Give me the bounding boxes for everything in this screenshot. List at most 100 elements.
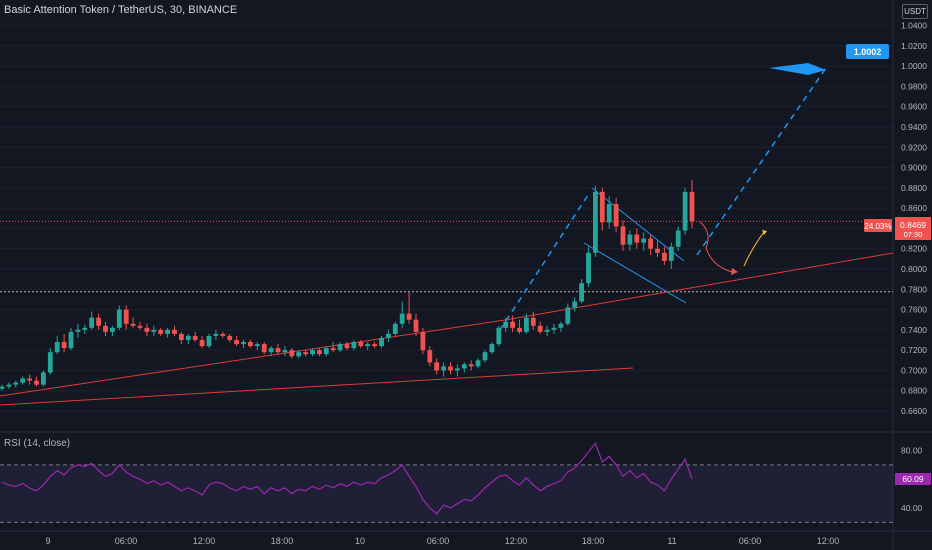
candle-body [130,323,136,326]
target-price-label: 1.0002 [854,47,882,57]
price-tick-label: 0.9600 [901,102,927,112]
price-tick-label: 0.7200 [901,345,927,355]
target-price-badge [846,44,889,59]
price-tick-label: 0.9400 [901,122,927,132]
candle-body [261,344,267,353]
rsi-value-badge [895,473,931,485]
candle-body [572,301,578,308]
down-curve-arrowhead [731,268,738,275]
target-dashed-line [696,67,827,256]
change-label: 24.03% [864,222,891,231]
candle-body [634,234,640,243]
candle-body [123,309,129,324]
candle-body [399,313,405,324]
price-tick-label: 0.7600 [901,305,927,315]
change-badge [864,219,892,232]
candle-body [54,342,60,353]
candle-body [565,307,571,324]
price-tick-label: 0.8600 [901,203,927,213]
candle-body [234,339,239,345]
candle-body [455,368,460,371]
price-tick-label: 0.7800 [901,284,927,294]
candle-body [537,325,543,332]
candle-body [503,321,509,328]
candle-body [434,362,440,371]
time-tick-label: 06:00 [739,536,762,546]
last-price-label: 0.8469 [900,220,926,230]
candle-body [468,364,474,367]
candle-body [47,352,53,373]
candle-body [551,327,557,330]
rsi-pane [0,442,893,523]
candle-body [351,342,357,349]
candle-body [0,386,5,389]
price-tick-label: 0.8000 [901,264,927,274]
candle-body [310,350,315,355]
time-tick-label: 12:00 [817,536,840,546]
candle-body [427,350,433,363]
candle-body [496,327,502,345]
candle-body [275,348,281,353]
candle-body [241,342,246,345]
candle-body [337,344,343,351]
candle-body [27,378,32,381]
candle-body [482,352,488,361]
flag-lower-line [583,242,687,304]
candle-body [675,230,681,247]
candle-body [586,252,591,284]
candle-body [330,348,336,351]
price-tick-label: 1.0200 [901,41,927,51]
candle-body [116,309,122,328]
candle-body [89,317,95,328]
last-price-badge [895,217,931,240]
currency-button[interactable]: USDT [902,4,928,19]
price-tick-label: 1.0000 [901,61,927,71]
candle-body [289,350,295,357]
candle-body [206,335,212,347]
rsi-value-label: 60.09 [902,474,924,484]
candle-body [254,344,260,347]
candle-body [620,226,626,245]
candle-body [6,384,12,387]
price-tick-label: 0.6600 [901,406,927,416]
candle-body [558,323,564,328]
rsi-tick-label: 40.00 [901,503,923,513]
axes: 1.0400 1.0200 1.0000 0.9800 0.9600 0.9400 0.92… [45,21,927,546]
candle-body [358,342,364,347]
candle-body [606,204,612,223]
candle-body [668,246,674,261]
candles [0,179,695,391]
chart-title: Basic Attention Token / TetherUS, 30, BI… [4,4,238,16]
candle-body [82,327,88,330]
candle-body [34,380,39,385]
candle-body [613,204,619,227]
price-tick-label: 0.7400 [901,325,927,335]
down-curve [699,221,733,273]
candle-body [448,366,453,371]
candle-body [489,344,495,353]
time-tick-label: 18:00 [271,536,294,546]
candle-body [648,238,653,249]
flagpole-dashed-line [499,191,591,331]
candle-body [475,360,481,367]
candle-body [365,344,371,347]
candle-body [689,191,695,222]
candle-body [296,352,302,357]
candle-body [110,327,115,332]
time-tick-label: 9 [45,536,50,546]
candle-body [344,344,350,349]
up-arrow-head [762,230,767,235]
candle-body [303,352,308,355]
candle-body [144,327,150,332]
candle-body [103,325,108,332]
candle-body [379,337,384,347]
price-tick-label: 0.9800 [901,81,927,91]
candle-body [137,325,143,328]
candle-body [20,378,26,383]
candle-body [68,331,74,349]
candle-body [13,382,19,385]
